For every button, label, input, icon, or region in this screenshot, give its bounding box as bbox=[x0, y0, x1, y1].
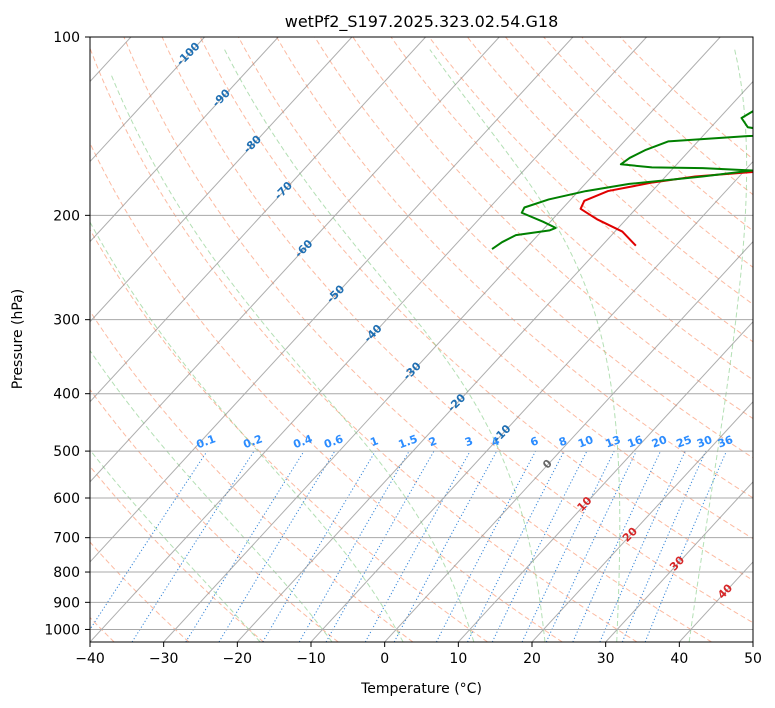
mixing-ratio-label: 30 bbox=[695, 433, 714, 451]
y-tick-label: 500 bbox=[53, 444, 80, 460]
y-tick-label: 700 bbox=[53, 531, 80, 547]
dry-adiabat bbox=[90, 310, 414, 642]
plot-area bbox=[90, 37, 753, 642]
mixing-ratio-label: 10 bbox=[576, 433, 595, 451]
chart-title: wetPf2_S197.2025.323.02.54.G18 bbox=[285, 12, 559, 32]
dry-adiabat bbox=[90, 142, 563, 642]
mixing-ratio-label: 4 bbox=[490, 434, 502, 449]
mixing-ratio-line bbox=[393, 450, 498, 642]
x-tick-label: −30 bbox=[149, 651, 179, 667]
isotherm-line bbox=[384, 240, 753, 642]
isotherm-line bbox=[310, 160, 753, 642]
moist-adiabat bbox=[90, 349, 333, 642]
mixing-ratio-label: 13 bbox=[604, 433, 623, 450]
mixing-ratio-line bbox=[545, 450, 637, 642]
y-tick-label: 400 bbox=[53, 387, 80, 403]
dry-adiabat bbox=[199, 37, 753, 581]
y-tick-label: 200 bbox=[53, 208, 80, 224]
mixing-ratio-line bbox=[644, 450, 727, 642]
dry-adiabat bbox=[161, 37, 753, 624]
mixing-ratio-label: 3 bbox=[463, 434, 475, 449]
isotherm-line bbox=[90, 37, 353, 323]
y-tick-label: 300 bbox=[53, 313, 80, 329]
y-tick-label: 800 bbox=[53, 565, 80, 581]
mixing-ratio-label: 8 bbox=[557, 434, 569, 449]
plot-content bbox=[90, 37, 753, 642]
x-axis: −40 −30 −20 −10 0 10 20 30 40 50 bbox=[75, 642, 762, 667]
temperature-profile-line bbox=[579, 171, 753, 247]
mixing-ratio-label: 0.6 bbox=[322, 432, 345, 451]
isotherm-line bbox=[605, 481, 753, 642]
isotherm-line bbox=[531, 401, 753, 642]
isotherm-line bbox=[457, 320, 753, 642]
mixing-ratio-label: 0.4 bbox=[291, 432, 314, 451]
isotherm-line bbox=[163, 37, 721, 642]
moist-adiabat bbox=[109, 72, 475, 642]
mixing-ratio-label: 25 bbox=[675, 433, 694, 450]
y-tick-label: 600 bbox=[53, 491, 80, 507]
y-axis: 100 200 300 400 500 600 700 800 900 1000 bbox=[44, 30, 90, 638]
mixing-ratio-label: 16 bbox=[626, 433, 645, 451]
x-axis-title: Temperature (°C) bbox=[360, 681, 482, 697]
mixing-ratio-line bbox=[131, 450, 255, 642]
y-tick-label: 1000 bbox=[44, 622, 80, 638]
x-tick-label: 40 bbox=[670, 651, 688, 667]
isotherm-line bbox=[90, 37, 574, 563]
moist-adiabat bbox=[90, 449, 261, 642]
moist-adiabat bbox=[224, 49, 546, 642]
mixing-ratio-label: 36 bbox=[716, 433, 735, 451]
x-tick-label: 10 bbox=[449, 651, 467, 667]
x-tick-label: 20 bbox=[523, 651, 541, 667]
mixing-ratio-line bbox=[364, 450, 471, 642]
x-tick-label: 0 bbox=[380, 651, 389, 667]
dry-adiabat bbox=[466, 37, 753, 305]
mixing-ratio-label: 2 bbox=[427, 434, 439, 449]
dry-adiabat bbox=[237, 37, 753, 540]
mixing-ratio-line bbox=[599, 450, 686, 642]
mixing-ratio-line bbox=[325, 450, 435, 642]
isotherm-line bbox=[236, 80, 753, 642]
mixing-ratio-line bbox=[572, 450, 662, 642]
mixing-ratio-line bbox=[621, 450, 707, 642]
mixing-ratio-label: 0.1 bbox=[195, 432, 218, 451]
dewpoint-profile-line bbox=[491, 110, 753, 250]
x-tick-label: −40 bbox=[75, 651, 105, 667]
mixing-ratio-line bbox=[218, 450, 336, 642]
y-axis-title: Pressure (hPa) bbox=[10, 289, 26, 389]
moist-adiabat bbox=[90, 221, 404, 642]
dry-adiabat bbox=[276, 37, 753, 499]
x-tick-label: 30 bbox=[597, 651, 615, 667]
dry-adiabat bbox=[390, 37, 753, 381]
mixing-ratio-line bbox=[262, 450, 376, 642]
dry-adiabat bbox=[90, 465, 264, 642]
mixing-ratio-line bbox=[298, 450, 410, 642]
x-tick-label: −10 bbox=[296, 651, 326, 667]
mixing-ratio-line bbox=[90, 450, 208, 631]
isotherm-line bbox=[90, 37, 647, 642]
moist-adiabat bbox=[688, 49, 748, 642]
mixing-ratio-label: 20 bbox=[650, 433, 669, 451]
moist-adiabat bbox=[429, 49, 621, 642]
isotherm-line bbox=[90, 37, 279, 243]
plot-frame bbox=[89, 36, 754, 643]
mixing-ratio-label: 1.5 bbox=[397, 432, 420, 451]
dry-adiabat bbox=[352, 37, 753, 420]
isotherm-line bbox=[90, 37, 205, 163]
mixing-ratio-label: 0.2 bbox=[241, 432, 264, 451]
x-tick-label: 50 bbox=[744, 651, 762, 667]
mixing-ratio-label: 1 bbox=[368, 434, 380, 449]
isotherm-line bbox=[90, 37, 426, 403]
mixing-ratio-label: 6 bbox=[529, 434, 541, 449]
isotherm-line bbox=[90, 37, 500, 483]
dry-adiabat bbox=[90, 46, 638, 642]
mixing-ratio-line bbox=[521, 450, 615, 642]
mixing-ratio-line bbox=[185, 450, 305, 642]
y-tick-label: 100 bbox=[53, 30, 80, 46]
dry-adiabat bbox=[123, 37, 712, 642]
x-tick-label: −20 bbox=[223, 651, 253, 667]
y-tick-label: 900 bbox=[53, 595, 80, 611]
